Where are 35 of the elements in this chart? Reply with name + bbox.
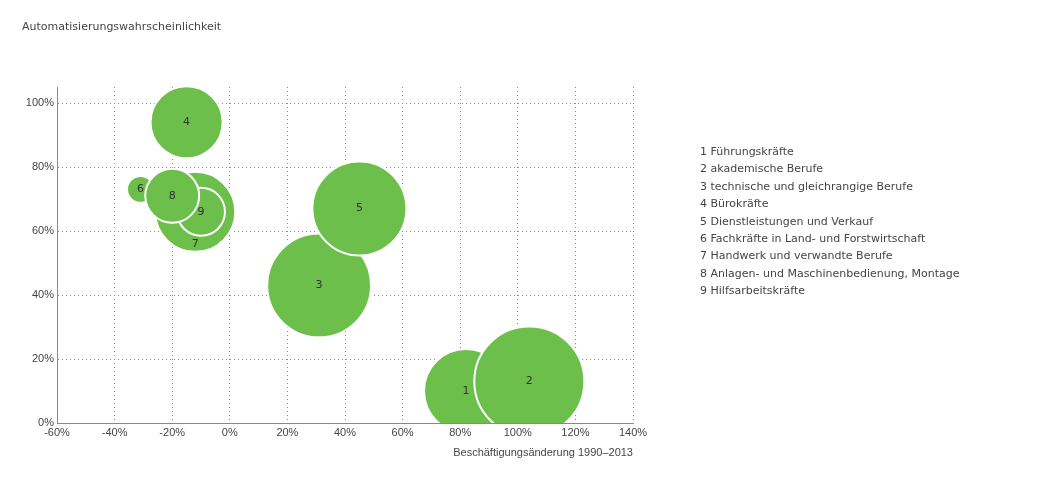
y-axis-title: Automatisierungswahrscheinlichkeit — [22, 20, 222, 33]
x-tick-label: 140% — [618, 425, 648, 438]
y-tick-label: 60% — [31, 224, 55, 237]
series-label: 9 — [197, 204, 205, 218]
y-tick-label: 40% — [31, 288, 55, 301]
text: 3 technische und gleichrangige Berufe — [700, 178, 914, 195]
series-label: 3 — [315, 278, 323, 292]
x-tick-label: 100% — [503, 425, 533, 438]
text: 8 Anlagen- und Maschinenbedienung, Montage — [700, 265, 960, 282]
x-axis-title: Beschäftigungsänderung 1990–2013 — [453, 445, 633, 458]
x-tick-label: 20% — [276, 425, 299, 438]
text: 5 Dienstleistungen und Verkauf — [700, 213, 875, 230]
series-label: 1 — [462, 383, 470, 397]
series-label: 2 — [525, 374, 533, 388]
x-tick-label: 120% — [561, 425, 590, 438]
x-tick-label: 0% — [221, 425, 238, 438]
text: 2 akademische Berufe — [700, 161, 825, 178]
text: 9 Hilfsarbeitskräfte — [700, 283, 806, 300]
text: 4 Bürokräfte — [700, 196, 770, 213]
text: 6 Fachkräfte in Land- und Forstwirtschaft — [700, 231, 927, 248]
x-tick-label: -20% — [159, 425, 186, 438]
text: 1 Führungskräfte — [700, 144, 795, 160]
x-tick-label: 60% — [391, 425, 414, 438]
y-tick-label: 20% — [31, 352, 55, 365]
text: 7 Handwerk und verwandte Berufe — [700, 248, 894, 265]
x-tick-label: -40% — [101, 425, 128, 438]
series-label: 5 — [355, 201, 363, 215]
series-label: 7 — [191, 236, 199, 250]
y-tick-label: 100% — [25, 96, 55, 109]
series-label: 6 — [137, 182, 145, 196]
y-tick-label: 80% — [31, 160, 55, 173]
series-label: 8 — [168, 188, 176, 202]
series-label: 4 — [183, 115, 191, 129]
x-tick-label: 80% — [449, 425, 472, 438]
x-tick-label: 40% — [333, 425, 357, 438]
